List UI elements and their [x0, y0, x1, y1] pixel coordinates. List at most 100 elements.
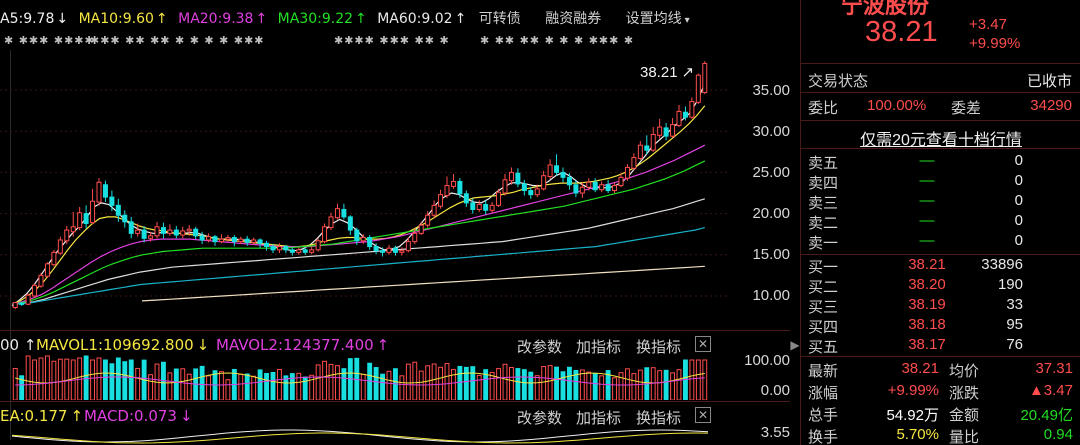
volume-bar: [663, 369, 669, 400]
volume-bar-chart[interactable]: [0, 354, 790, 400]
y-axis-tick: 35.00: [752, 82, 790, 99]
bid-price: 38.20: [908, 276, 946, 293]
volume-add-indicator-button[interactable]: 加指标: [576, 338, 622, 356]
quote-panel: 宁波股份 38.21 +3.47 +9.99% 交易状态 已收市 委比 100.…: [800, 0, 1080, 445]
price-kline-chart[interactable]: [0, 50, 790, 328]
level10-promo-link[interactable]: 仅需20元查看十档行情: [860, 132, 1022, 149]
volume-panel-header: 00 ↑ MAVOL1:109692.800 ↓ MAVOL2:124377.40…: [0, 330, 790, 356]
ask-row[interactable]: 卖四 — 0: [801, 172, 1080, 192]
panel-collapse-handle[interactable]: ▶: [790, 338, 800, 352]
candle-body: [380, 250, 386, 253]
ask-label: 卖三: [808, 195, 839, 212]
volume-bar: [19, 375, 25, 400]
volume-bar: [109, 363, 115, 400]
volume-bar: [322, 360, 327, 400]
ask-label: 卖二: [808, 215, 839, 232]
candle-body: [257, 239, 263, 244]
stat-label: 量比: [949, 429, 980, 445]
last-price: 38.21: [865, 16, 938, 48]
ask-row[interactable]: 卖一 — 0: [801, 232, 1080, 252]
volume-bar: [425, 365, 431, 400]
volume-edit-params-button[interactable]: 改参数: [517, 338, 563, 356]
volume-bar: [412, 361, 418, 400]
bid-volume: 33: [1006, 296, 1023, 313]
volume-bar: [676, 369, 682, 400]
volume-bar: [502, 363, 508, 400]
candle-body: [470, 202, 476, 210]
ma-settings-button[interactable]: 设置均线 ▾: [625, 11, 690, 27]
volume-swap-indicator-button[interactable]: 换指标: [636, 338, 682, 356]
candle-body: [624, 166, 630, 179]
macd-swap-indicator-button[interactable]: 换指标: [636, 409, 682, 427]
candle-body: [657, 126, 663, 136]
stat-value: 38.21: [901, 360, 939, 377]
convertible-bond-link[interactable]: 可转债: [478, 11, 521, 27]
volume-bar: [167, 372, 173, 400]
price-change: +3.47: [969, 16, 1007, 33]
candle-body: [315, 240, 321, 251]
volume-bar: [386, 370, 392, 400]
ma-line-ma120: [11, 227, 705, 305]
volume-bar: [515, 368, 521, 400]
candle-body: [264, 242, 270, 248]
stat-value: 37.31: [1035, 360, 1073, 377]
bid-row[interactable]: 买三 38.19 33: [801, 296, 1080, 316]
close-icon[interactable]: ✕: [695, 336, 711, 352]
candle-body: [180, 230, 186, 236]
kline-chart-area[interactable]: A5:9.78 ↓ MA10:9.60 ↑ MA20:9.38 ↑ MA30:9.22…: [0, 0, 790, 445]
volume-bar: [521, 369, 527, 400]
volume-bar: [534, 375, 540, 400]
macd-chart[interactable]: [0, 426, 790, 445]
ask-row[interactable]: 卖三 — 0: [801, 192, 1080, 212]
last-price-marker: 38.21 ↗: [640, 64, 695, 81]
candle-body: [573, 184, 579, 194]
candle-body: [502, 179, 508, 194]
volume-bar: [277, 369, 282, 400]
bid-row[interactable]: 买二 38.20 190: [801, 276, 1080, 296]
ask-row[interactable]: 卖五 — 0: [801, 152, 1080, 172]
candle-body: [167, 229, 173, 234]
bid-label: 买四: [808, 319, 839, 336]
ask-volume: 0: [1014, 212, 1023, 229]
ask-volume: 0: [1014, 232, 1023, 249]
volume-bar: [689, 359, 695, 400]
macd-add-indicator-button[interactable]: 加指标: [576, 409, 622, 427]
volume-bar: [431, 363, 437, 400]
volume-bar: [360, 374, 366, 400]
macd-edit-params-button[interactable]: 改参数: [517, 409, 563, 427]
ma-legend: A5:9.78 ↓ MA10:9.60 ↑ MA20:9.38 ↑ MA30:9.22…: [0, 8, 702, 28]
candle-body: [689, 101, 695, 118]
volume-bar: [463, 366, 469, 400]
volume-bar: [631, 373, 637, 400]
candle-body: [644, 145, 650, 151]
volume-bar: [206, 375, 211, 400]
volume-bar: [605, 370, 611, 400]
macd-panel-header: EA:0.177 ↑ MACD:0.073 ↓ 改参数 加指标 换指标 ✕: [0, 401, 790, 427]
candle-body: [83, 213, 89, 224]
candle-body: [579, 186, 585, 194]
close-icon[interactable]: ✕: [695, 407, 711, 423]
candle-body: [496, 191, 502, 206]
volume-bar: [444, 363, 450, 400]
candle-body: [90, 200, 96, 224]
candle-body: [148, 235, 154, 239]
volume-bar: [592, 373, 598, 400]
stats-row: 最新 38.21 均价 37.31: [801, 360, 1080, 382]
volume-bar: [38, 357, 44, 400]
bid-row[interactable]: 买四 38.18 95: [801, 316, 1080, 336]
bid-row[interactable]: 买一 38.21 33896: [801, 256, 1080, 276]
candle-body: [702, 63, 708, 93]
volume-bar: [251, 375, 257, 400]
candle-body: [521, 183, 527, 192]
bid-row[interactable]: 买五 38.17 76: [801, 336, 1080, 356]
ask-row[interactable]: 卖二 — 0: [801, 212, 1080, 232]
bid-volume: 190: [997, 276, 1023, 293]
candle-body: [586, 181, 592, 188]
ma30-label: MA30:9.22 ↑: [277, 11, 367, 27]
candle-body: [547, 164, 553, 178]
candle-body: [238, 238, 244, 243]
margin-trading-link[interactable]: 融资融券: [545, 11, 602, 27]
signal-group: ✱✱✱✱ ✱✱✱ ✱✱ ✱: [334, 34, 450, 47]
candle-body: [270, 246, 276, 251]
candle-body: [160, 227, 166, 234]
